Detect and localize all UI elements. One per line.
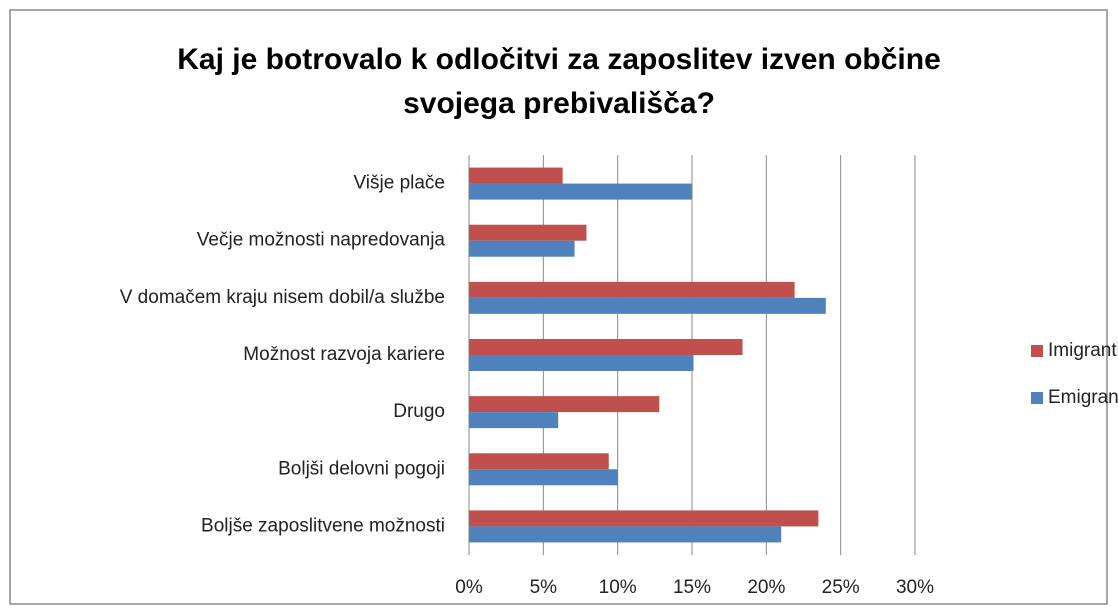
bar bbox=[469, 339, 743, 355]
y-tick-label: Višje plače bbox=[353, 173, 445, 194]
bar bbox=[469, 167, 563, 184]
bar bbox=[469, 240, 575, 257]
x-tick-label: 20% bbox=[747, 577, 785, 598]
y-tick-label: Večje možnosti napredovanja bbox=[197, 230, 446, 251]
y-tick-label: Možnost razvoja kariere bbox=[243, 344, 445, 365]
legend-label: Emigranti bbox=[1048, 387, 1118, 408]
legend-label: Imigranti bbox=[1048, 340, 1118, 361]
legend-swatch bbox=[1031, 392, 1043, 404]
bar bbox=[469, 281, 795, 298]
bar bbox=[469, 224, 587, 241]
bar bbox=[469, 526, 782, 543]
x-tick-label: 5% bbox=[530, 577, 558, 598]
x-tick-label: 15% bbox=[673, 577, 711, 598]
legend-swatch bbox=[1031, 345, 1043, 357]
bar bbox=[469, 396, 660, 413]
chart-title: Kaj je botrovalo k odločitvi za zaposlit… bbox=[177, 43, 941, 120]
y-tick-label: V domačem kraju nisem dobil/a službe bbox=[120, 287, 445, 308]
x-tick-label: 10% bbox=[599, 577, 637, 598]
bar bbox=[469, 453, 609, 470]
bar bbox=[469, 510, 819, 527]
x-tick-label: 30% bbox=[896, 577, 934, 598]
bar bbox=[469, 469, 618, 486]
y-tick-label: Boljše zaposlitvene možnosti bbox=[201, 515, 445, 536]
bar bbox=[469, 297, 826, 314]
y-tick-label: Drugo bbox=[393, 401, 445, 422]
x-tick-label: 25% bbox=[822, 577, 860, 598]
bar bbox=[469, 355, 694, 371]
x-tick-label: 0% bbox=[455, 577, 483, 598]
bar bbox=[469, 412, 559, 429]
y-tick-label: Boljši delovni pogoji bbox=[278, 458, 445, 479]
bar bbox=[469, 183, 692, 200]
